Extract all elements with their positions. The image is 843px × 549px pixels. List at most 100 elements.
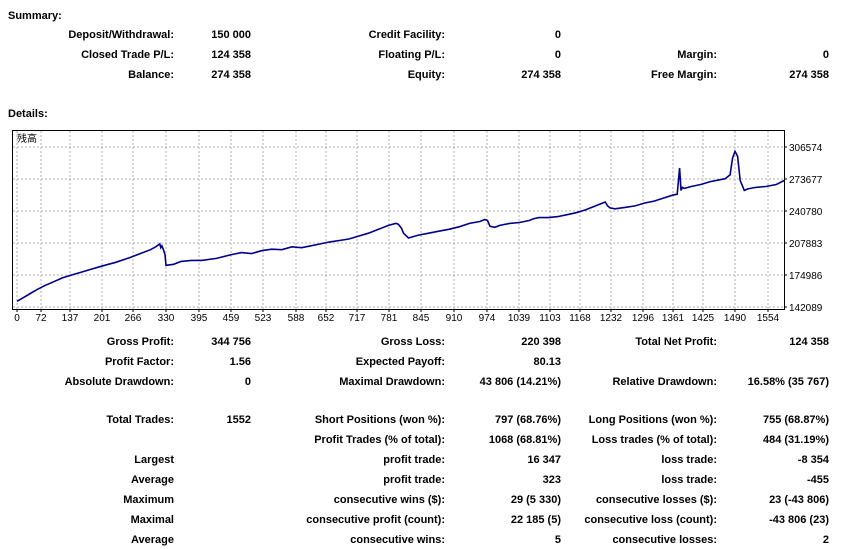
floating-pl-label: Floating P/L: (378, 49, 445, 61)
x-tick-label: 1554 (757, 313, 780, 324)
trades-row1-value-1: 797 (68.76%) (494, 414, 561, 426)
trades-row6-label-1: consecutive profit (count): (306, 514, 445, 526)
trades-row3-label-0: Largest (134, 454, 174, 466)
stats-row2-value-1: 80.13 (533, 356, 561, 368)
deposit-withdrawal-label: Deposit/Withdrawal: (68, 29, 174, 41)
closed-trade-pl-value: 124 358 (211, 49, 251, 61)
stats-row3-value-0: 0 (244, 376, 251, 388)
deposit-withdrawal-value: 150 000 (211, 29, 251, 41)
stats-row3-value-2: 16.58% (35 767) (747, 376, 829, 388)
trades-row7-value-1: 5 (554, 534, 561, 546)
y-tick-label: 273677 (789, 175, 823, 186)
x-tick-label: 588 (288, 313, 305, 324)
trades-row1-label-2: Long Positions (won %): (588, 414, 717, 426)
stats-row3-label-2: Relative Drawdown: (612, 376, 717, 388)
trades-row7-label-0: Average (130, 534, 174, 546)
trades-row4-label-2: loss trade: (661, 474, 717, 486)
trades-row3-label-1: profit trade: (383, 454, 445, 466)
stats-row3-value-1: 43 806 (14.21%) (479, 376, 561, 388)
free-margin-label: Free Margin: (650, 69, 717, 81)
x-tick-label: 1039 (508, 313, 531, 324)
x-tick-label: 1296 (632, 313, 655, 324)
trades-row2-label-1: Profit Trades (% of total): (314, 434, 445, 446)
x-tick-label: 652 (318, 313, 335, 324)
details-title: Details: (8, 108, 48, 120)
stats-row1-value-0: 344 756 (211, 336, 251, 348)
trades-row6-label-0: Maximal (130, 514, 174, 526)
x-tick-label: 1232 (600, 313, 623, 324)
x-tick-label: 459 (223, 313, 240, 324)
y-tick-label: 142089 (789, 303, 823, 314)
credit-facility-label: Credit Facility: (368, 29, 445, 41)
trades-row7-label-2: consecutive losses: (612, 534, 717, 546)
stats-row2-label-0: Profit Factor: (104, 356, 174, 368)
trades-row2-label-2: Loss trades (% of total): (591, 434, 717, 446)
legend-label: 残高 (17, 132, 37, 145)
balance-label: Balance: (128, 69, 174, 81)
x-tick-label: 1103 (539, 313, 561, 324)
x-tick-label: 1361 (662, 313, 685, 324)
trades-row1-label-1: Short Positions (won %): (314, 414, 445, 426)
trades-row5-label-2: consecutive losses ($): (595, 494, 717, 506)
x-tick-label: 1490 (724, 313, 747, 324)
free-margin-value: 274 358 (789, 69, 829, 81)
trades-row1-value-2: 755 (68.87%) (762, 414, 829, 426)
credit-facility-value: 0 (554, 29, 561, 41)
margin-value: 0 (822, 49, 829, 61)
trades-row6-value-1: 22 185 (5) (510, 514, 561, 526)
closed-trade-pl-label: Closed Trade P/L: (81, 49, 174, 61)
trades-row5-label-0: Maximum (123, 494, 174, 506)
x-tick-label: 717 (349, 313, 366, 324)
balance-value: 274 358 (211, 69, 251, 81)
trades-row2-value-2: 484 (31.19%) (762, 434, 829, 446)
y-tick-label: 174986 (789, 271, 823, 282)
stats-row1-value-1: 220 398 (521, 336, 561, 348)
y-tick-label: 207883 (789, 239, 823, 250)
y-tick-label: 240780 (789, 207, 823, 218)
trades-row6-label-2: consecutive loss (count): (584, 514, 717, 526)
trades-row5-value-2: 23 (-43 806) (769, 494, 829, 506)
x-tick-label: 523 (255, 313, 272, 324)
trades-row5-value-1: 29 (5 330) (510, 494, 561, 506)
equity-label: Equity: (407, 69, 445, 81)
x-tick-label: 910 (446, 313, 463, 324)
trades-row7-label-1: consecutive wins: (350, 534, 445, 546)
balance-chart: 残高 (12, 130, 785, 310)
trades-row4-label-0: Average (130, 474, 174, 486)
x-tick-label: 395 (191, 313, 208, 324)
summary-title: Summary: (8, 10, 62, 22)
trades-row3-value-2: -8 354 (797, 454, 829, 466)
x-tick-label: 266 (125, 313, 142, 324)
x-tick-label: 137 (62, 313, 79, 324)
trades-row4-label-1: profit trade: (383, 474, 445, 486)
trades-row7-value-2: 2 (822, 534, 829, 546)
x-tick-label: 845 (413, 313, 430, 324)
x-tick-label: 72 (35, 313, 47, 324)
trades-row3-label-2: loss trade: (661, 454, 717, 466)
x-tick-label: 1168 (569, 313, 591, 324)
x-tick-label: 201 (94, 313, 111, 324)
x-tick-label: 0 (14, 313, 20, 324)
trades-row1-value-0: 1552 (226, 414, 251, 426)
stats-row1-label-2: Total Net Profit: (635, 336, 717, 348)
x-tick-label: 1425 (692, 313, 715, 324)
stats-row3-label-0: Absolute Drawdown: (64, 376, 174, 388)
trades-row5-label-1: consecutive wins ($): (333, 494, 445, 506)
trades-row1-label-0: Total Trades: (106, 414, 174, 426)
equity-value: 274 358 (521, 69, 561, 81)
trades-row3-value-1: 16 347 (527, 454, 561, 466)
margin-label: Margin: (677, 49, 717, 61)
y-tick-label: 306574 (789, 143, 823, 154)
trades-row4-value-2: -455 (806, 474, 829, 486)
trades-row2-value-1: 1068 (68.81%) (488, 434, 561, 446)
stats-row1-label-1: Gross Loss: (380, 336, 445, 348)
trades-row6-value-2: -43 806 (23) (769, 514, 829, 526)
balance-series-line (16, 149, 784, 302)
trades-row4-value-1: 323 (542, 474, 561, 486)
x-tick-label: 781 (381, 313, 398, 324)
x-tick-label: 974 (479, 313, 496, 324)
stats-row2-label-1: Expected Payoff: (355, 356, 445, 368)
floating-pl-value: 0 (554, 49, 561, 61)
stats-row1-value-2: 124 358 (789, 336, 829, 348)
stats-row1-label-0: Gross Profit: (106, 336, 174, 348)
